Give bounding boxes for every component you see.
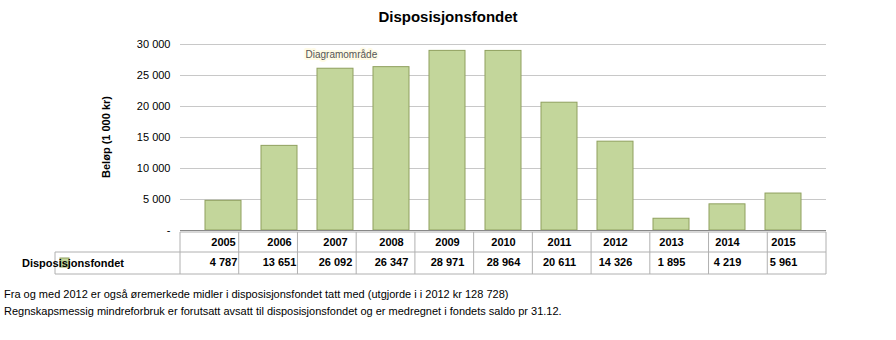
svg-text:2010: 2010	[491, 236, 515, 248]
svg-text:2007: 2007	[323, 236, 347, 248]
svg-text:20 000: 20 000	[137, 100, 171, 112]
svg-text:-: -	[167, 224, 171, 236]
svg-text:2015: 2015	[771, 236, 795, 248]
svg-text:Diagramområde: Diagramområde	[306, 49, 378, 60]
svg-text:10 000: 10 000	[137, 162, 171, 174]
html-text:Fra og med 2012 er også øremer: Fra og med 2012 er også øremerkede midle…	[4, 288, 509, 300]
svg-text:5 961: 5 961	[770, 256, 798, 268]
svg-text:4 219: 4 219	[714, 256, 742, 268]
svg-text:2011: 2011	[548, 236, 572, 248]
svg-text:25 000: 25 000	[137, 69, 171, 81]
svg-text:2013: 2013	[659, 236, 683, 248]
svg-text:4 787: 4 787	[210, 256, 238, 268]
svg-text:26 347: 26 347	[375, 256, 409, 268]
svg-text:2014: 2014	[715, 236, 740, 248]
svg-text:28 971: 28 971	[431, 256, 465, 268]
svg-text:Disposisjonsfondet: Disposisjonsfondet	[22, 257, 124, 269]
svg-text:Beløp (1 000 kr): Beløp (1 000 kr)	[100, 96, 112, 178]
svg-text:2012: 2012	[603, 236, 627, 248]
svg-text:2005: 2005	[211, 236, 235, 248]
svg-text:1 895: 1 895	[658, 256, 686, 268]
svg-text:2006: 2006	[267, 236, 291, 248]
svg-text:2008: 2008	[379, 236, 403, 248]
html-text:Regnskapsmessig mindreforbruk: Regnskapsmessig mindreforbruk er forutsa…	[4, 305, 562, 317]
svg-text:20 611: 20 611	[543, 256, 576, 268]
svg-text:15 000: 15 000	[137, 131, 171, 143]
svg-text:14 326: 14 326	[599, 256, 633, 268]
svg-text:2009: 2009	[435, 236, 459, 248]
html-text:Disposisjonsfondet: Disposisjonsfondet	[378, 8, 518, 25]
svg-text:26 092: 26 092	[319, 256, 353, 268]
svg-text:13 651: 13 651	[263, 256, 297, 268]
svg-text:5 000: 5 000	[143, 193, 171, 205]
svg-text:30 000: 30 000	[137, 38, 171, 50]
svg-text:28 964: 28 964	[487, 256, 522, 268]
